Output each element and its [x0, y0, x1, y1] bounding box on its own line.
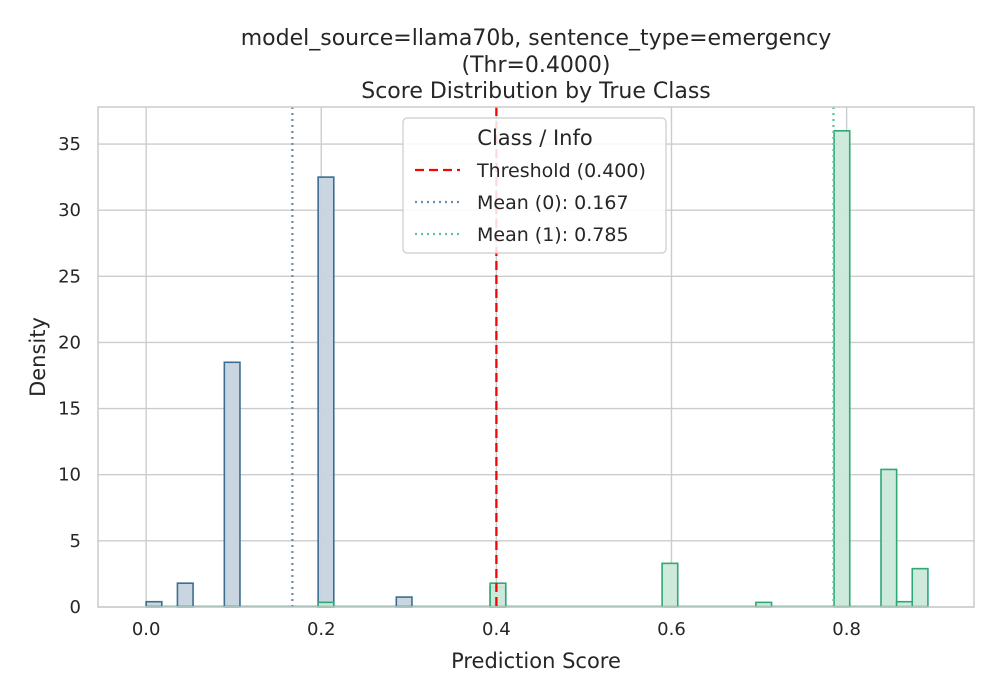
- y-tick-label-5: 25: [58, 266, 81, 287]
- bar-class-1-bin-33: [661, 562, 679, 608]
- chart-title-line-2: (Thr=0.4000): [461, 53, 610, 78]
- x-tick-label-2: 0.4: [482, 619, 511, 640]
- y-tick-label-2: 10: [58, 465, 81, 486]
- bar-class-0-bin-16: [395, 596, 413, 608]
- x-tick-label-1: 0.2: [307, 619, 336, 640]
- bar-class-1-bin-47: [880, 468, 898, 608]
- bar-class-0-bin-5: [223, 361, 241, 608]
- bar-class-1-bin-49: [911, 567, 929, 608]
- legend-entry-mean-0: Mean (0): 0.167: [477, 192, 629, 214]
- y-tick-label-0: 0: [70, 597, 81, 618]
- chart-title-line-3: Score Distribution by True Class: [361, 79, 711, 104]
- y-tick-label-4: 20: [58, 332, 81, 353]
- legend-box: [402, 117, 667, 254]
- legend-entry-mean-1: Mean (1): 0.785: [477, 224, 629, 246]
- y-tick-label-3: 15: [58, 399, 81, 420]
- bar-class-0-bin-11: [317, 176, 335, 608]
- legend-title: Class / Info: [477, 126, 592, 150]
- chart-title-line-1: model_source=llama70b, sentence_type=eme…: [241, 26, 832, 51]
- bar-class-1-bin-44: [833, 130, 851, 608]
- y-tick-label-6: 30: [58, 200, 81, 221]
- y-tick-label-7: 35: [58, 134, 81, 155]
- x-tick-label-3: 0.6: [657, 619, 686, 640]
- x-tick-label-0: 0.0: [132, 619, 161, 640]
- legend-entry-threshold: Threshold (0.400): [476, 160, 646, 182]
- y-tick-labels: 0 5 10 15 20 25 30 35: [58, 134, 81, 618]
- bar-class-0-bin-2: [176, 582, 194, 608]
- x-axis-label: Prediction Score: [451, 649, 621, 673]
- y-axis-label: Density: [26, 317, 50, 397]
- x-tick-label-4: 0.8: [832, 619, 861, 640]
- bar-class-1-bin-22: [489, 582, 507, 608]
- legend: Class / Info Threshold (0.400) Mean (0):…: [402, 117, 667, 254]
- plot-frame: [97, 106, 975, 608]
- x-tick-labels: 0.0 0.2 0.4 0.6 0.8: [132, 619, 861, 640]
- y-tick-label-1: 5: [70, 531, 81, 552]
- chart-title: model_source=llama70b, sentence_type=eme…: [241, 26, 832, 104]
